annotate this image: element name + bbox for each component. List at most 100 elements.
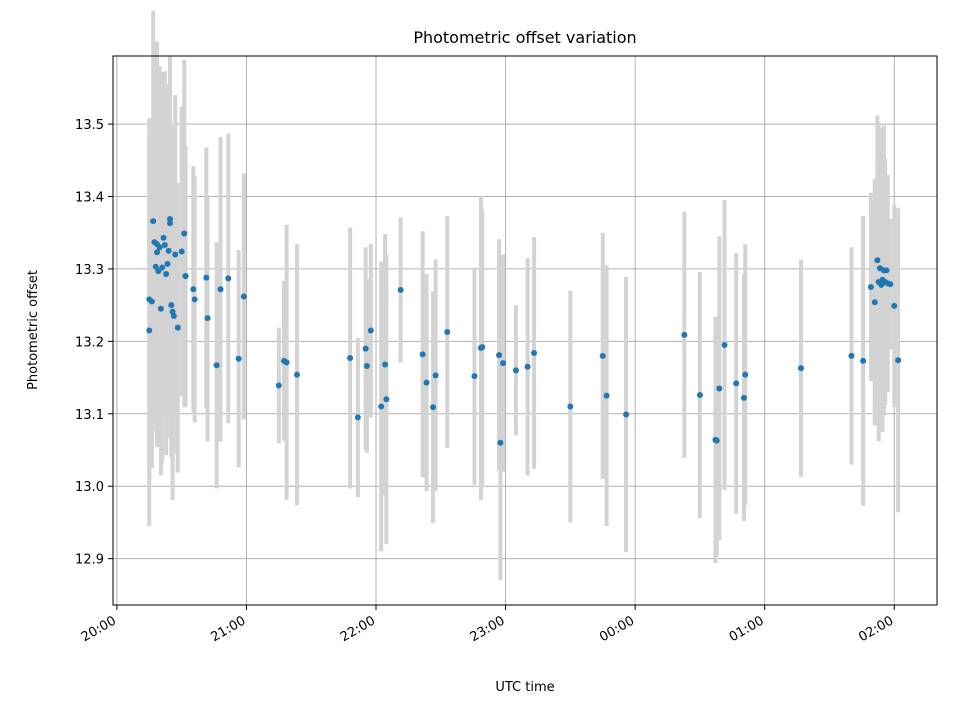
data-point: [567, 403, 574, 410]
data-point: [497, 439, 504, 446]
data-point: [797, 365, 804, 372]
data-point: [378, 403, 385, 410]
data-point: [499, 360, 506, 367]
data-point: [167, 215, 174, 222]
data-point: [275, 382, 282, 389]
y-tick-label: 13.3: [75, 263, 104, 278]
data-point: [419, 351, 426, 358]
data-point: [891, 302, 898, 309]
data-point: [397, 286, 404, 293]
data-point: [161, 242, 168, 249]
data-point: [154, 249, 161, 256]
data-point: [160, 234, 167, 241]
data-point: [874, 257, 881, 264]
data-point: [283, 359, 290, 366]
data-point: [156, 244, 163, 251]
data-point: [430, 404, 437, 411]
data-point: [159, 264, 166, 271]
x-axis-label: UTC time: [495, 680, 554, 695]
data-point: [347, 355, 354, 362]
data-point: [362, 345, 369, 352]
x-tick-label: 21:00: [208, 613, 248, 645]
data-point: [190, 286, 197, 293]
data-point: [721, 341, 728, 348]
data-point: [742, 371, 749, 378]
x-tick-label: 22:00: [338, 613, 378, 645]
plot-frame: [112, 55, 938, 606]
data-point: [383, 396, 390, 403]
data-point: [887, 281, 894, 288]
x-tick-label: 00:00: [597, 613, 637, 645]
x-tick-label: 23:00: [468, 613, 508, 645]
data-point: [203, 274, 210, 281]
x-tick-label: 20:00: [79, 613, 119, 645]
data-point: [170, 313, 177, 320]
data-point: [848, 352, 855, 359]
data-point: [432, 372, 439, 379]
y-tick-label: 13.4: [75, 191, 104, 206]
data-point: [213, 362, 220, 369]
data-point: [471, 373, 478, 380]
y-axis-ticks: 12.9 13.0 13.1 13.2 13.3 13.4 13.5: [75, 118, 113, 568]
data-point: [363, 362, 370, 369]
data-point: [367, 327, 374, 334]
data-point: [696, 391, 703, 398]
data-point: [716, 385, 723, 392]
data-point: [681, 331, 688, 338]
data-point: [479, 344, 486, 351]
data-point: [225, 275, 232, 282]
data-point: [148, 298, 155, 305]
data-point: [603, 392, 610, 399]
data-point: [444, 328, 451, 335]
data-point: [860, 357, 867, 364]
data-point: [164, 260, 171, 267]
data-point: [382, 361, 389, 368]
x-tick-label: 02:00: [856, 613, 896, 645]
data-point: [895, 357, 902, 364]
data-point: [713, 437, 720, 444]
data-point: [152, 263, 159, 270]
data-point: [235, 355, 242, 362]
data-point: [524, 363, 531, 370]
data-point: [155, 268, 162, 275]
data-point: [157, 305, 164, 312]
data-point: [531, 349, 538, 356]
x-tick-label: 01:00: [727, 613, 767, 645]
data-point: [354, 414, 361, 421]
data-point: [172, 251, 179, 258]
data-point: [623, 411, 630, 418]
data-point: [867, 284, 874, 291]
data-point: [146, 327, 153, 334]
data-point: [496, 352, 503, 359]
data-point: [150, 218, 157, 225]
data-points: [146, 215, 902, 446]
data-point: [599, 352, 606, 359]
data-point: [740, 394, 747, 401]
data-point: [178, 248, 185, 255]
data-point: [168, 302, 175, 309]
data-point: [217, 286, 224, 293]
data-point: [191, 296, 198, 303]
x-axis-ticks: 20:00 21:00 22:00 23:00 00:00 01:00 02:00: [79, 605, 896, 645]
data-point: [181, 230, 188, 237]
data-point: [174, 324, 181, 331]
y-tick-label: 13.2: [75, 335, 104, 350]
y-tick-label: 12.9: [75, 553, 104, 568]
y-tick-label: 13.0: [75, 480, 104, 495]
data-point: [167, 220, 174, 227]
data-point: [883, 267, 890, 274]
data-point: [240, 293, 247, 300]
data-point: [182, 273, 189, 280]
data-point: [163, 271, 170, 278]
y-tick-label: 13.1: [75, 408, 104, 423]
y-axis-label: Photometric offset: [26, 270, 41, 390]
data-point: [423, 379, 430, 386]
data-point: [871, 299, 878, 306]
chart-title: Photometric offset variation: [413, 28, 636, 47]
data-point: [204, 315, 211, 322]
y-tick-label: 13.5: [75, 118, 104, 133]
data-point: [165, 247, 172, 254]
data-point: [293, 371, 300, 378]
error-bars: [147, 11, 901, 581]
